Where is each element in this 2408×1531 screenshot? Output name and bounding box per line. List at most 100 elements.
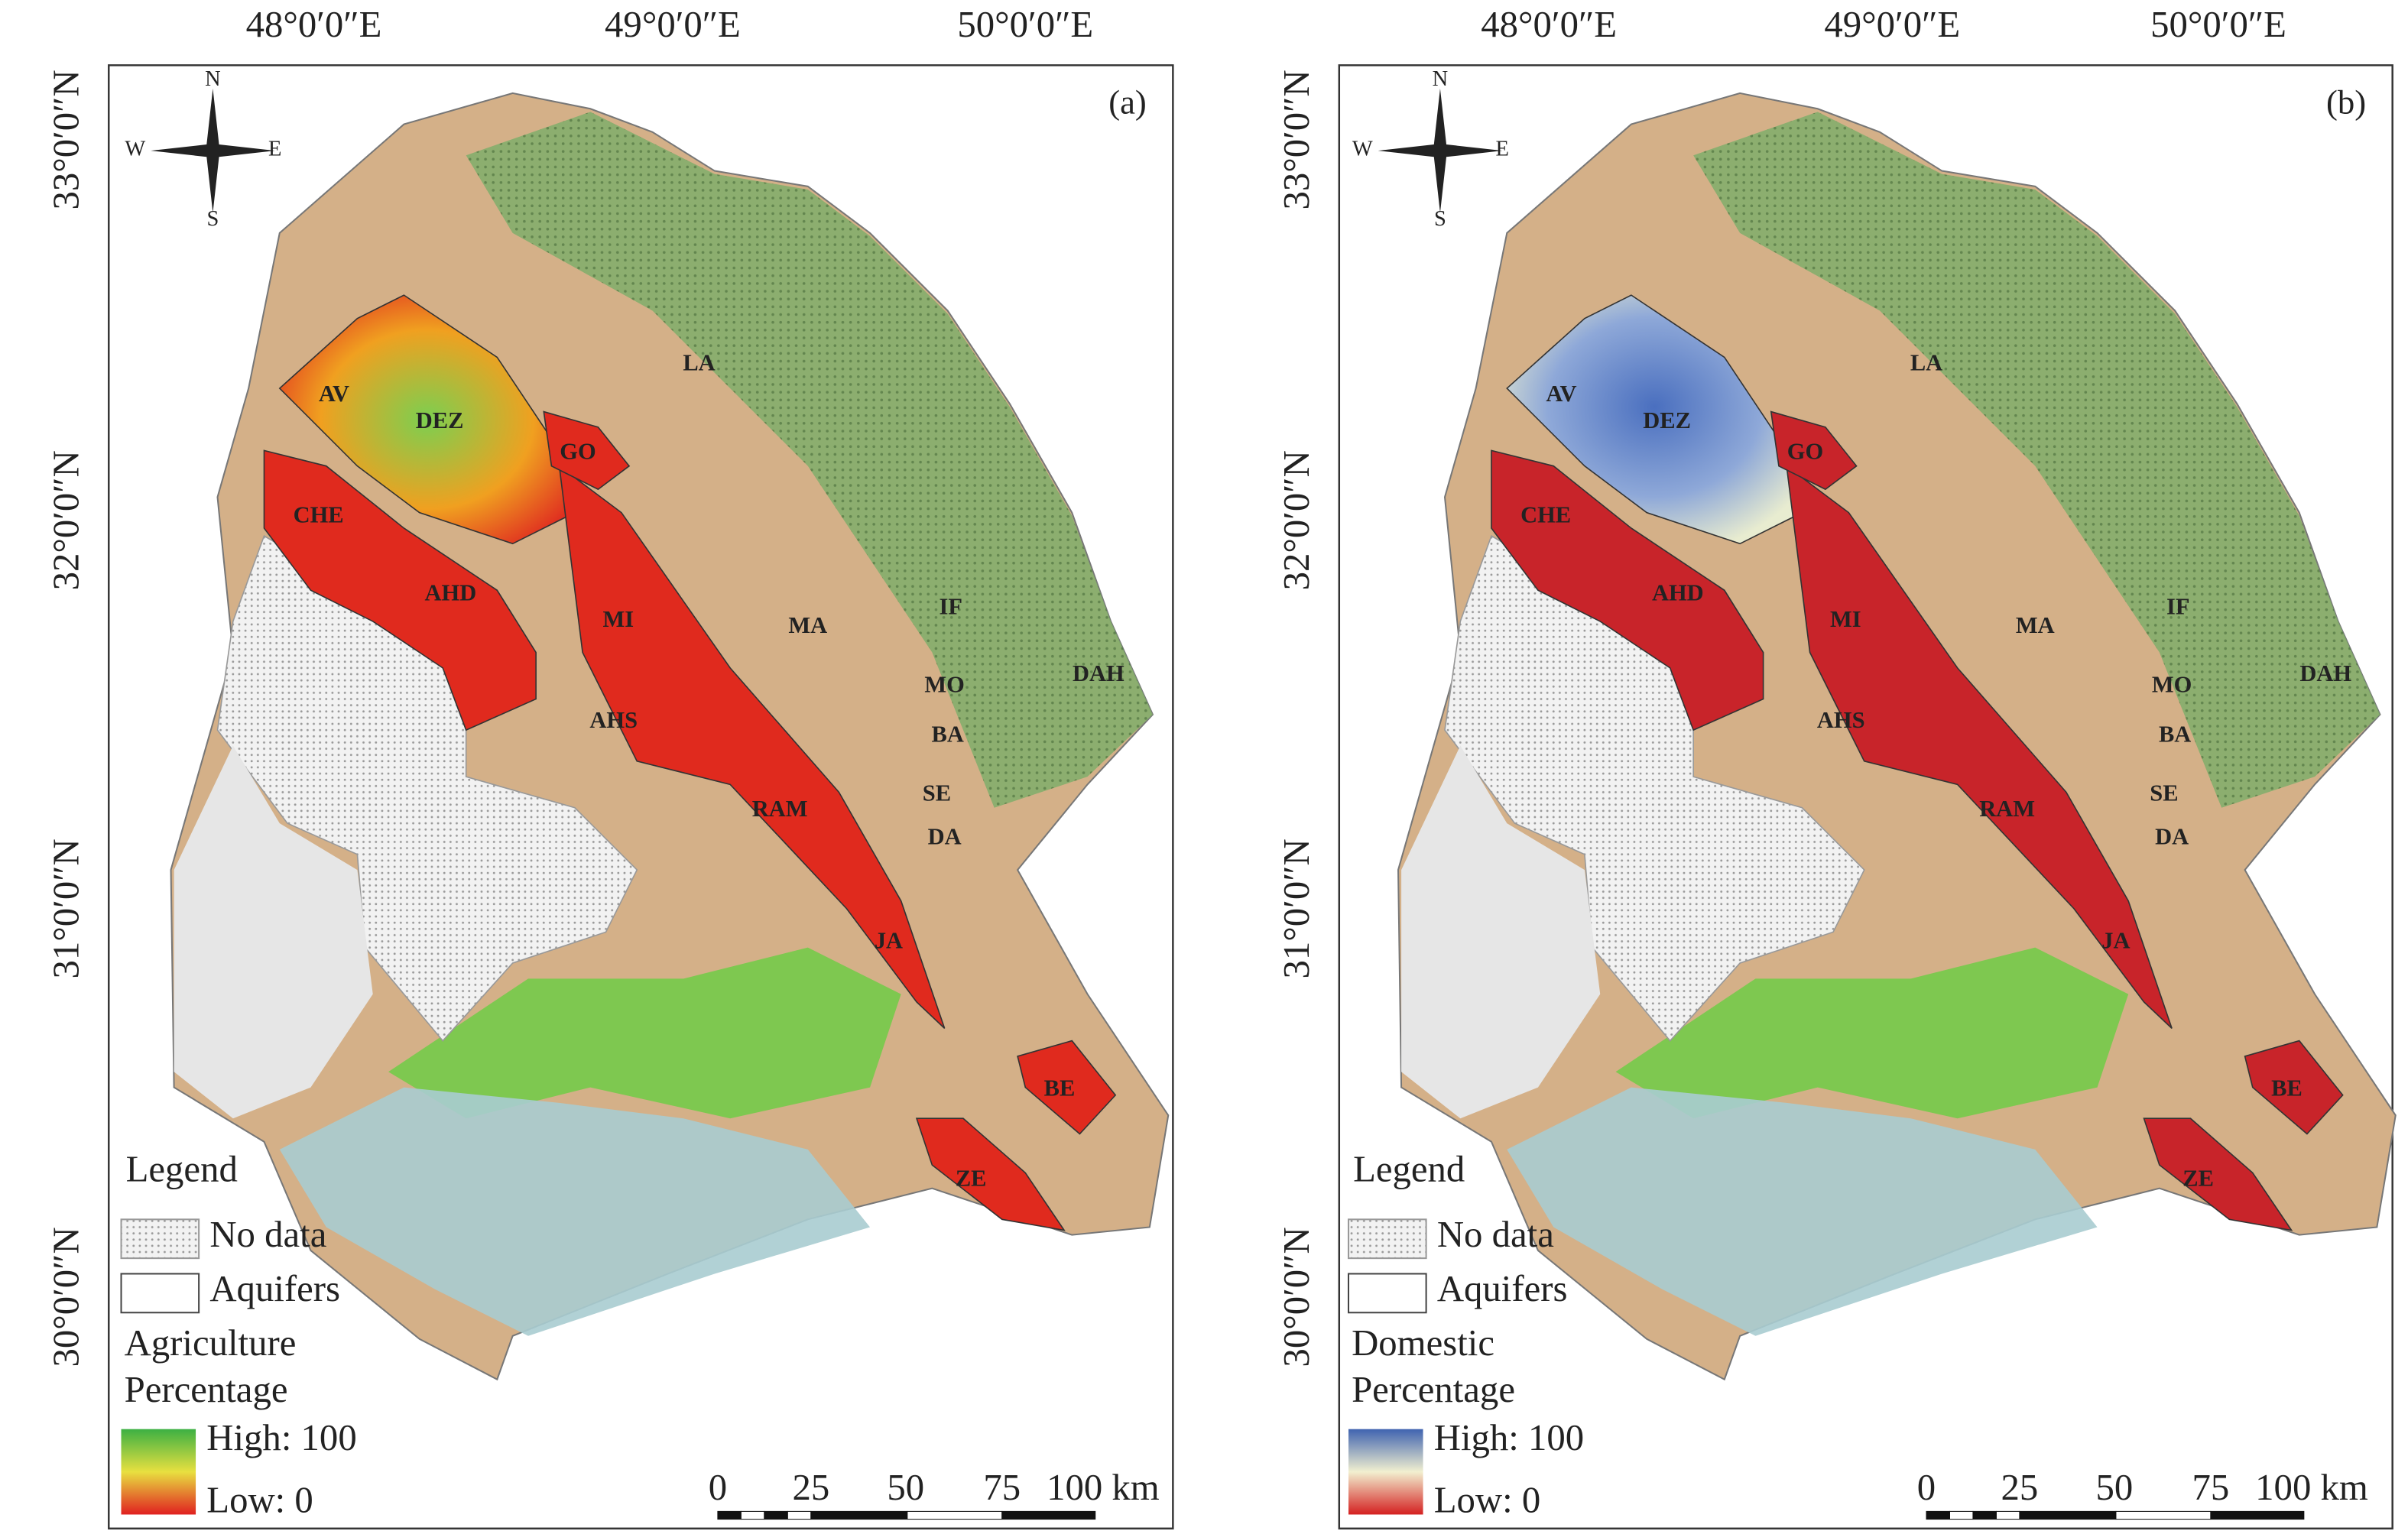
map-panel: LAAVDEZGOCHEAHDMIAHSMAIFMOBASEDADAHRAMJA… — [46, 4, 1174, 1529]
aquifer-label: AV — [1546, 381, 1576, 407]
aquifer-label: GO — [560, 438, 596, 464]
compass-letter: N — [205, 67, 221, 91]
aquifer-label: CHE — [1520, 502, 1571, 528]
scale-label: 75 — [983, 1467, 1021, 1508]
legend-no-data: No data — [1437, 1214, 1554, 1255]
aquifer-mi-ram — [1786, 464, 2173, 1029]
aquifer-label: MO — [924, 671, 964, 697]
aquifer-label: MA — [788, 612, 827, 638]
aquifer-label: DA — [2155, 823, 2189, 849]
compass-letter: W — [1352, 138, 1373, 161]
legend-ramp-title: Percentage — [1352, 1369, 1515, 1410]
aquifer-ze — [2143, 1117, 2293, 1231]
aquifer-be — [1017, 1040, 1117, 1135]
compass-letter: E — [268, 138, 281, 161]
legend-low: Low: 0 — [1434, 1479, 1541, 1520]
aquifer-label: ZE — [2182, 1166, 2214, 1192]
aquifer-west — [1491, 449, 1764, 731]
aquifer-label: BE — [1044, 1075, 1076, 1101]
aquifer-label: CHE — [294, 502, 344, 528]
scale-label: 0 — [709, 1467, 727, 1508]
forest-zone — [1693, 112, 2380, 808]
legend-high: High: 100 — [1434, 1417, 1584, 1458]
aquifer-label: AHD — [1652, 579, 1704, 605]
aquifer-label: IF — [2166, 594, 2189, 620]
scale-segment — [2019, 1510, 2117, 1520]
aquifer-go — [1770, 410, 1858, 491]
aquifer-ze — [915, 1117, 1066, 1231]
aquifer-label: AHS — [1817, 707, 1865, 733]
scale-segment — [2115, 1510, 2212, 1520]
legend-no-data-swatch — [1347, 1218, 1427, 1260]
longitude-label: 48°0′0″E — [1481, 4, 1617, 45]
legend-aquifer-swatch — [120, 1273, 200, 1314]
legend-ramp-title: Domestic — [1352, 1322, 1494, 1364]
aquifer-label: BE — [2271, 1075, 2303, 1101]
legend-aquifers: Aquifers — [209, 1268, 340, 1309]
compass-star — [151, 88, 275, 213]
aquifer-label: BA — [932, 721, 964, 747]
aquifer-label: ZE — [956, 1166, 987, 1192]
compass-letter: W — [125, 138, 145, 161]
latitude-label: 30°0′0″N — [1276, 1227, 1317, 1367]
legend-ramp-title: Agriculture — [125, 1322, 297, 1364]
compass-letter: E — [1496, 138, 1509, 161]
legend-no-data: No data — [209, 1214, 326, 1255]
latitude-label: 33°0′0″N — [46, 70, 87, 209]
longitude-label: 49°0′0″E — [605, 4, 741, 45]
longitude-label: 50°0′0″E — [2150, 4, 2286, 45]
legend-ramp — [121, 1429, 196, 1515]
aquifer-label: DEZ — [416, 407, 464, 433]
aquifer-label: DAH — [1073, 660, 1124, 686]
scale-segment — [787, 1510, 812, 1520]
aquifer-label: DEZ — [1643, 407, 1691, 433]
latitude-label: 30°0′0″N — [46, 1227, 87, 1367]
aquifer-label: MA — [2016, 612, 2055, 638]
legend-no-data-swatch — [120, 1218, 200, 1260]
longitude-label: 48°0′0″E — [246, 4, 382, 45]
panel-label: (b) — [2326, 83, 2366, 121]
aquifer-label: AV — [319, 381, 349, 407]
scale-label: 100 km — [1047, 1467, 1160, 1508]
aquifer-west — [263, 449, 537, 731]
compass-star — [1378, 88, 1503, 213]
legend-low: Low: 0 — [206, 1479, 313, 1520]
aquifer-go — [543, 410, 631, 491]
longitude-label: 50°0′0″E — [957, 4, 1093, 45]
latitude-label: 31°0′0″N — [1276, 838, 1317, 978]
wetland — [1507, 1087, 2098, 1336]
legend-title: Legend — [126, 1149, 238, 1190]
aquifer-label: LA — [683, 350, 715, 376]
aquifer-label: BA — [2159, 721, 2191, 747]
aquifer-label: MO — [2152, 671, 2192, 697]
panel-label: (a) — [1108, 83, 1147, 121]
wetland — [279, 1087, 871, 1336]
aquifer-label: AHD — [424, 579, 476, 605]
scale-label: 50 — [887, 1467, 924, 1508]
latitude-label: 32°0′0″N — [46, 450, 87, 590]
latitude-label: 31°0′0″N — [46, 838, 87, 978]
aquifer-label: LA — [1910, 350, 1942, 376]
compass-letter: S — [1434, 207, 1446, 231]
aquifer-mi-ram — [558, 464, 946, 1029]
legend-aquifer-swatch — [1347, 1273, 1427, 1314]
aquifer-label: JA — [875, 928, 903, 954]
legend-ramp — [1348, 1429, 1423, 1515]
scale-label: 0 — [1917, 1467, 1936, 1508]
scale-segment — [810, 1510, 908, 1520]
aquifer-be — [2244, 1040, 2344, 1135]
aquifer-label: DA — [928, 823, 962, 849]
aquifer-label: MI — [1830, 606, 1861, 632]
map-panel: LAAVDEZGOCHEAHDMIAHSMAIFMOBASEDADAHRAMJA… — [1276, 4, 2397, 1529]
scale-segment — [2210, 1510, 2305, 1520]
scale-segment — [907, 1510, 1003, 1520]
aquifer-label: AHS — [589, 707, 638, 733]
map: LAAVDEZGOCHEAHDMIAHSMAIFMOBASEDADAHRAMJA… — [1397, 92, 2397, 1381]
latitude-label: 33°0′0″N — [1276, 70, 1317, 209]
aquifer-label: SE — [2150, 780, 2178, 806]
scale-label: 25 — [792, 1467, 829, 1508]
aquifer-label: RAM — [752, 796, 808, 822]
aquifer-label: IF — [940, 594, 962, 620]
scale-segment — [740, 1510, 765, 1520]
